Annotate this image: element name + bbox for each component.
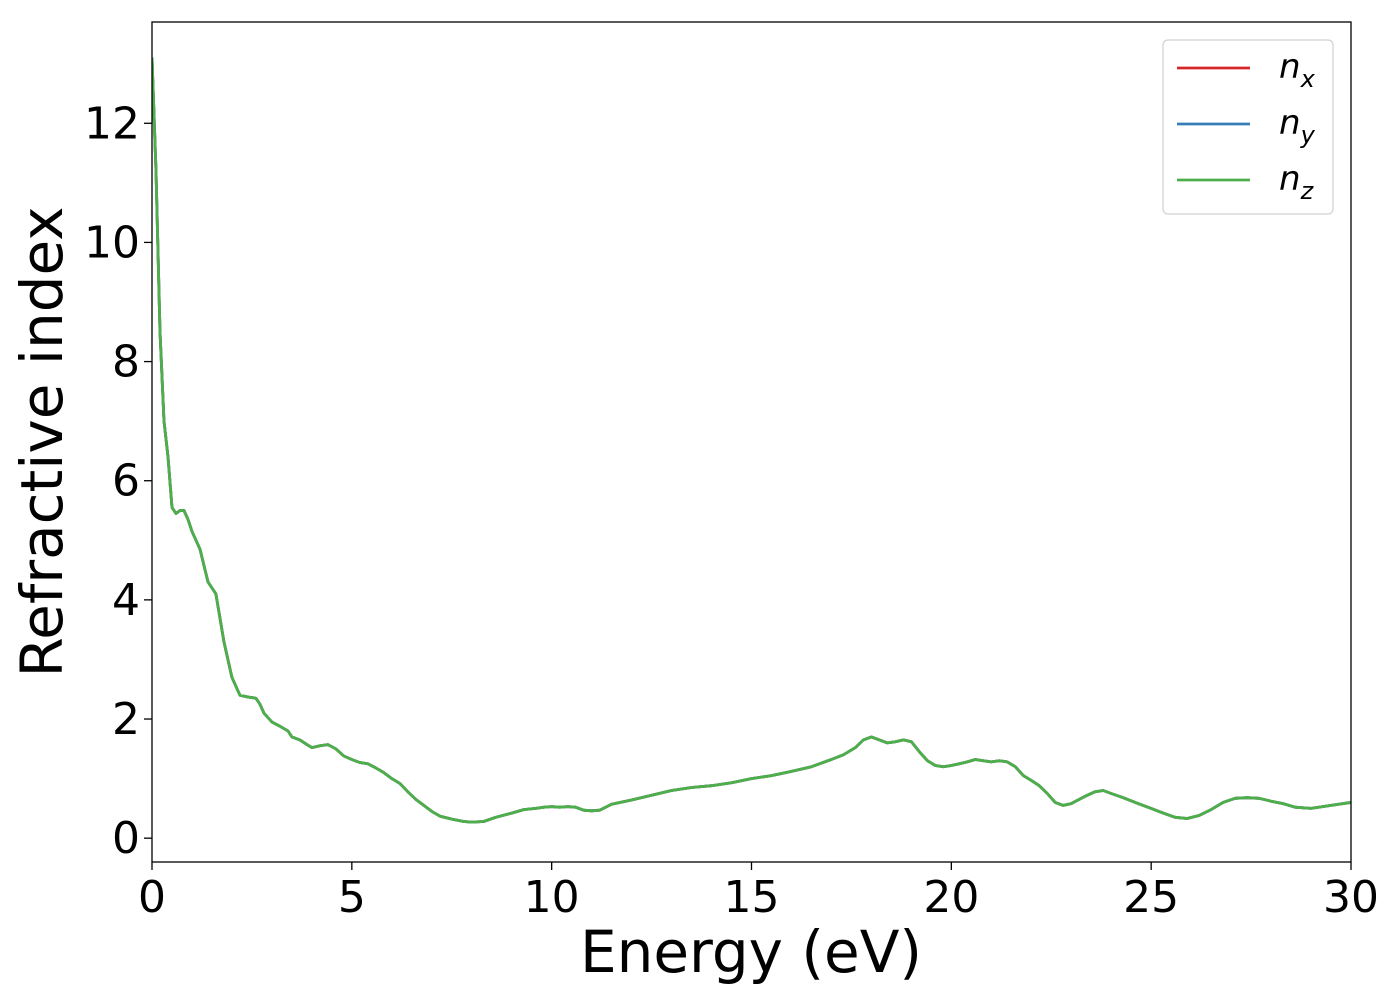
x-tick-label: 30 [1323,872,1379,923]
legend-label-base: n [1279,47,1301,87]
legend-box [1162,39,1334,215]
x-tick-label: 25 [1123,872,1179,923]
series-line-n-z [152,57,1351,824]
legend-label-base: n [1279,103,1301,143]
y-tick-label: 8 [112,337,140,388]
x-tick-label: 5 [338,872,366,923]
y-axis-ticks: 0 2 4 6 8 10 12 [84,98,152,864]
x-tick-label: 15 [724,872,780,923]
y-tick-label: 0 [112,813,140,864]
x-axis-title: Energy (eV) [580,918,922,986]
y-tick-label: 12 [84,98,140,149]
x-tick-label: 20 [923,872,979,923]
legend-label: ny [1279,103,1316,149]
y-tick-label: 4 [112,575,140,626]
y-tick-label: 2 [112,694,140,745]
x-axis-ticks: 0 5 10 15 20 25 30 [138,862,1379,923]
legend-label-sub: y [1300,121,1316,149]
x-tick-label: 10 [524,872,580,923]
y-tick-label: 6 [112,456,140,507]
legend-label-sub: z [1300,177,1315,205]
y-axis-title: Refractive index [8,206,76,677]
legend-label-sub: x [1300,65,1316,93]
legend-label: nz [1279,159,1315,205]
y-tick-label: 10 [84,217,140,268]
series-layer [152,57,1351,824]
x-tick-label: 0 [138,872,166,923]
legend-label-base: n [1279,159,1301,199]
legend-label: nx [1279,47,1316,93]
